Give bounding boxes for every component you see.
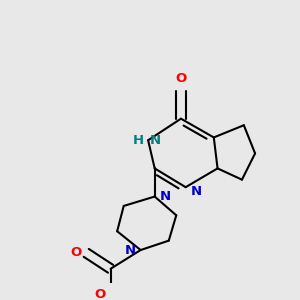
Text: N: N	[125, 244, 136, 256]
Text: O: O	[175, 72, 187, 85]
Text: N: N	[150, 134, 161, 147]
Text: O: O	[70, 246, 82, 259]
Text: O: O	[95, 288, 106, 300]
Text: H: H	[132, 134, 143, 147]
Text: N: N	[159, 190, 170, 203]
Text: N: N	[190, 185, 202, 198]
